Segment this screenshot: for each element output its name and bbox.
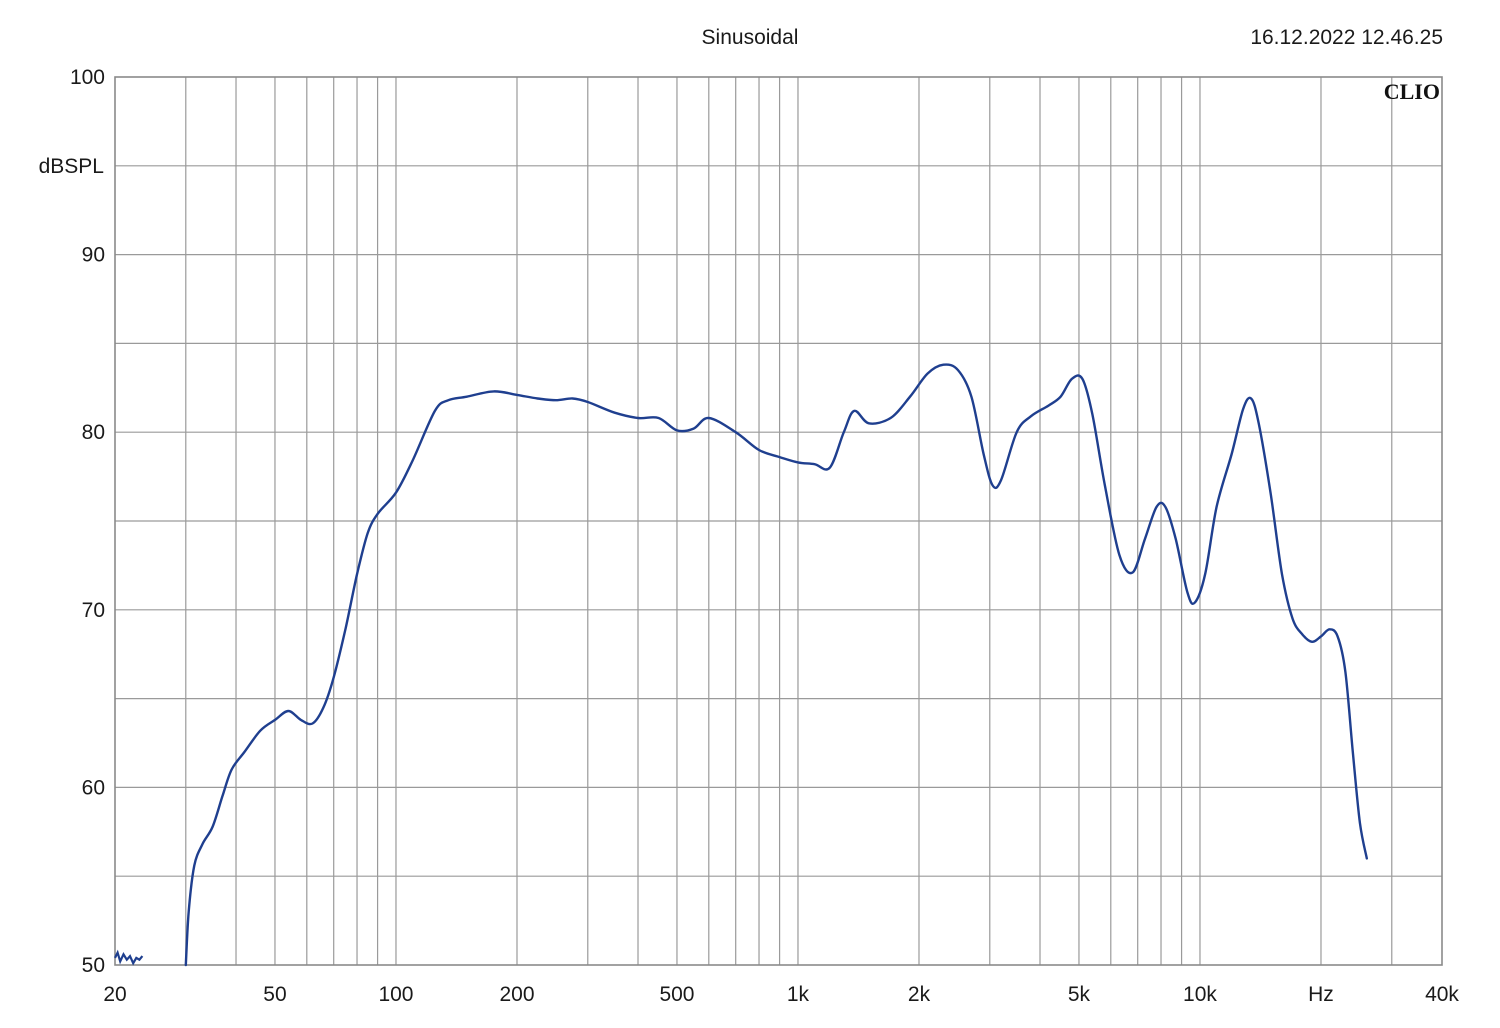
chart-title: Sinusoidal [701,26,799,49]
x-tick-label: 5k [1068,983,1091,1006]
x-tick-label: 100 [378,983,413,1006]
timestamp: 16.12.2022 12.46.25 [1250,26,1443,49]
x-axis-ticks: 20 50 100 200 500 1k 2k 5k 10k Hz 40k [103,983,1459,1006]
noise-floor-trace [114,949,144,966]
x-tick-label: 50 [263,983,286,1006]
x-tick-label: Hz [1308,983,1334,1006]
y-tick-label: 80 [82,421,105,444]
clio-logo: CLIO [1384,79,1440,104]
x-tick-label: 40k [1425,983,1459,1006]
x-tick-label: 500 [659,983,694,1006]
y-axis-ticks: 100 90 80 70 60 50 [70,66,105,977]
x-tick-label: 1k [787,983,810,1006]
y-tick-label: 70 [82,599,105,622]
x-tick-label: 10k [1183,983,1217,1006]
y-axis-label: dBSPL [39,155,104,178]
x-tick-label: 200 [499,983,534,1006]
grid-lines [115,77,1442,965]
plot-frame [114,76,1443,966]
x-tick-label: 20 [103,983,126,1006]
y-tick-label: 60 [82,776,105,799]
response-curve [184,363,1368,967]
y-tick-label: 100 [70,66,105,89]
y-tick-label: 90 [82,244,105,267]
x-tick-label: 2k [908,983,931,1006]
y-tick-label: 50 [82,954,105,977]
